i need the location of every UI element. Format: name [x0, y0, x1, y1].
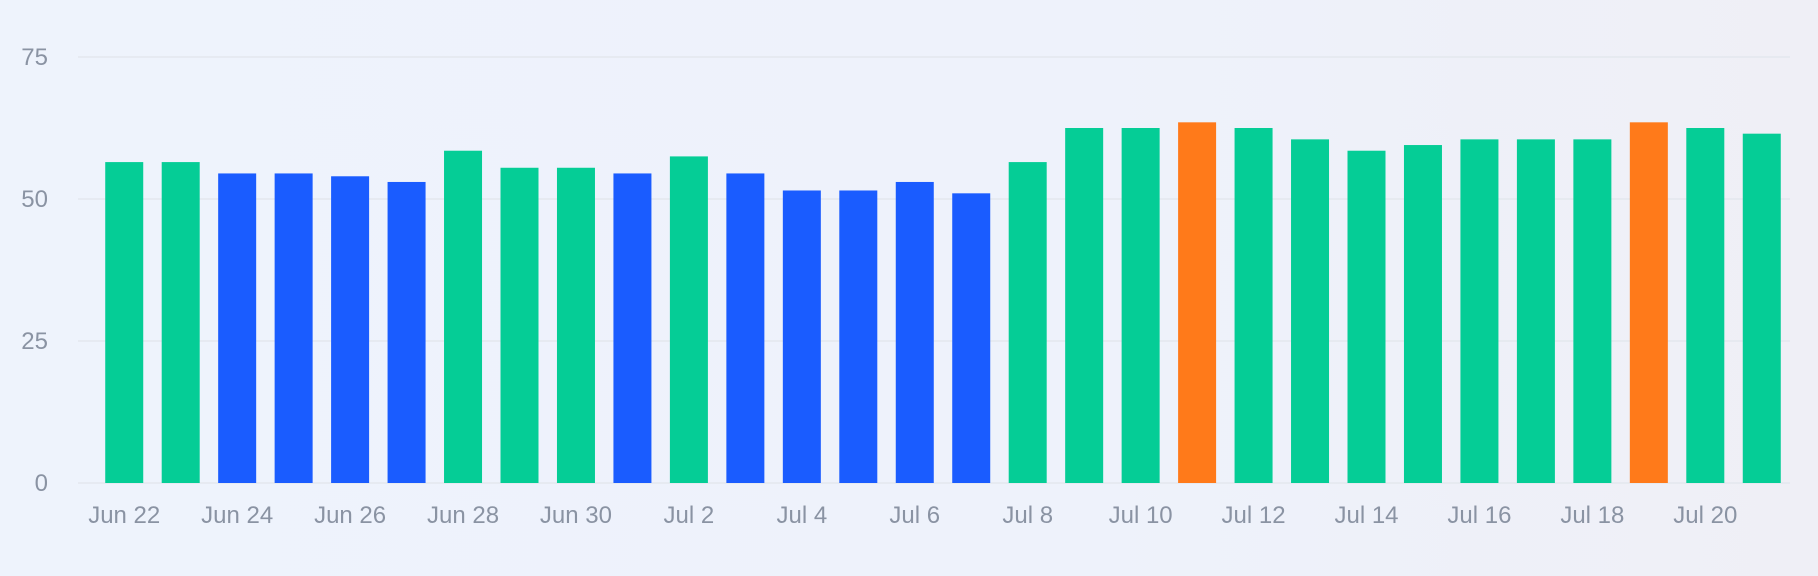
y-axis: 0 25 50 75 [21, 44, 48, 497]
bar [1008, 162, 1047, 483]
bar [161, 162, 200, 483]
x-tick-label: Jul 12 [1222, 502, 1286, 529]
bar [1460, 139, 1499, 484]
bar [1686, 128, 1725, 483]
x-tick-label: Jun 22 [88, 502, 160, 529]
x-tick-label: Jun 24 [201, 502, 273, 529]
bar [500, 167, 539, 483]
bar [387, 181, 426, 483]
x-tick-label: Jul 2 [664, 502, 715, 529]
bar [669, 156, 708, 483]
bar [1403, 145, 1442, 484]
bar [1178, 122, 1217, 483]
bar [613, 173, 652, 483]
bar [105, 162, 144, 483]
bar [782, 190, 821, 484]
x-tick-label: Jul 4 [776, 502, 827, 529]
bar [218, 173, 257, 483]
y-tick-label: 25 [21, 328, 48, 355]
bar [1742, 133, 1781, 483]
x-tick-label: Jul 10 [1109, 502, 1173, 529]
bar [1121, 128, 1160, 483]
bar [1516, 139, 1555, 484]
y-tick-label: 75 [21, 44, 48, 71]
x-tick-label: Jul 18 [1560, 502, 1624, 529]
bar [444, 150, 483, 483]
y-tick-label: 50 [21, 186, 48, 213]
bars [105, 122, 1781, 484]
bar [331, 176, 370, 483]
x-tick-label: Jun 30 [540, 502, 612, 529]
bar [1573, 139, 1612, 484]
bar [1629, 122, 1668, 483]
x-tick-label: Jun 26 [314, 502, 386, 529]
bar [839, 190, 878, 484]
x-tick-label: Jul 14 [1334, 502, 1398, 529]
bar [556, 167, 595, 483]
bar [1065, 128, 1104, 483]
bar [895, 181, 934, 483]
x-tick-label: Jul 20 [1673, 502, 1737, 529]
x-tick-label: Jul 8 [1002, 502, 1053, 529]
bar [1234, 128, 1273, 483]
bar [1291, 139, 1330, 484]
y-tick-label: 0 [35, 470, 48, 497]
bar [1347, 150, 1386, 483]
x-axis: Jun 22 Jun 24 Jun 26 Jun 28 Jun 30 Jul 2 Jul 4… [88, 502, 1737, 529]
x-tick-label: Jun 28 [427, 502, 499, 529]
bar [726, 173, 765, 483]
bar [952, 193, 991, 483]
bar [274, 173, 313, 483]
x-tick-label: Jul 16 [1447, 502, 1511, 529]
x-tick-label: Jul 6 [889, 502, 940, 529]
